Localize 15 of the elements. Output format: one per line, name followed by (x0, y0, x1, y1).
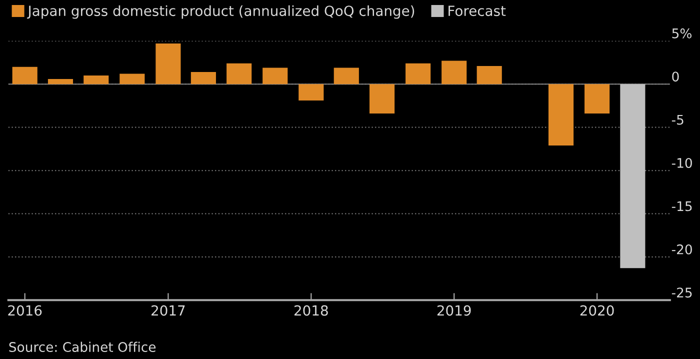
x-tick-label: 2017 (152, 305, 185, 316)
y-tick-label: 0 (672, 72, 679, 82)
legend-label: Forecast (448, 6, 506, 16)
y-tick-label: -25 (672, 288, 692, 298)
y-tick-label: -5 (672, 114, 684, 125)
y-tick-label: -15 (672, 201, 692, 212)
y-tick-label: -10 (672, 158, 692, 168)
x-tick-label: 2019 (437, 305, 471, 316)
source-note: Source: Cabinet Office (9, 342, 156, 352)
x-tick-label: 2020 (580, 305, 614, 316)
x-tick-label: 2016 (8, 305, 42, 316)
legend-label: Japan gross domestic product (annualized QoQ change) (27, 5, 414, 19)
y-tick-label: 5% (672, 28, 692, 38)
y-tick-label: -20 (672, 244, 692, 254)
x-tick-label: 2018 (294, 305, 328, 316)
